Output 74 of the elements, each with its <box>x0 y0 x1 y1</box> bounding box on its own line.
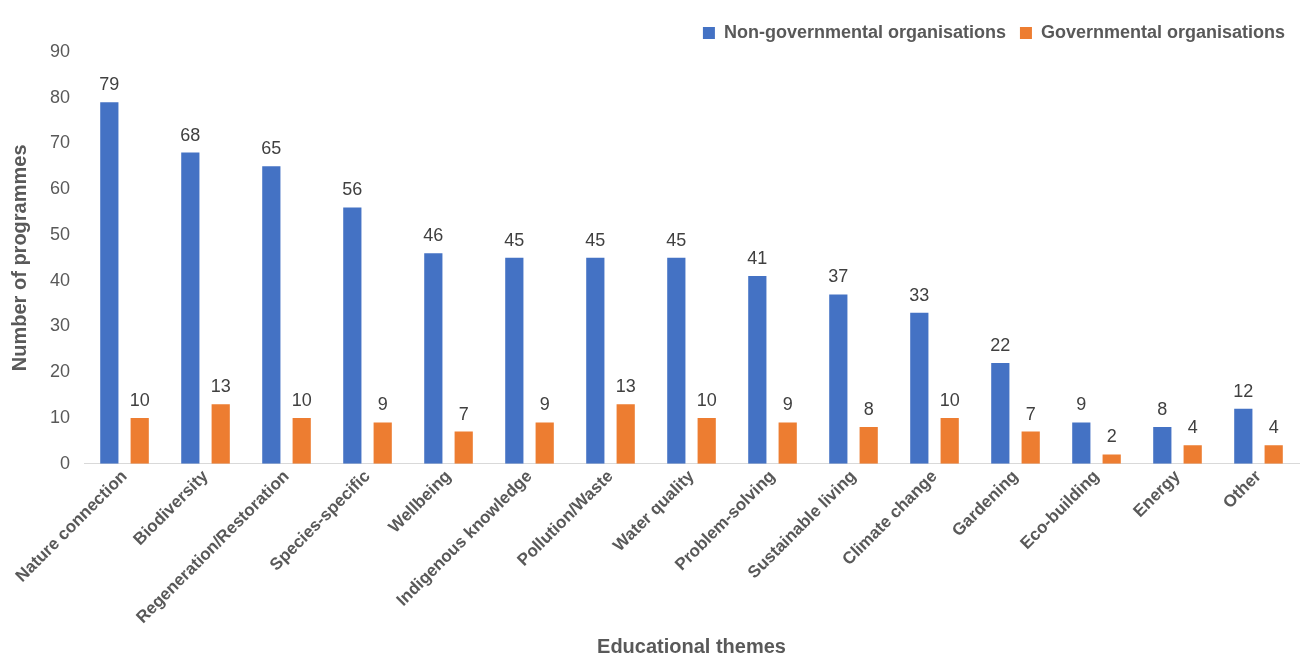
y-tick-label: 70 <box>49 132 71 153</box>
data-label: 10 <box>939 389 960 410</box>
y-tick-label: 0 <box>60 452 71 473</box>
data-label: 41 <box>747 248 768 269</box>
bar <box>667 257 686 464</box>
data-label: 45 <box>585 229 606 250</box>
bar <box>130 417 149 464</box>
data-label: 37 <box>828 266 849 287</box>
data-label: 10 <box>696 389 717 410</box>
data-label: 12 <box>1233 380 1254 401</box>
data-label: 8 <box>1157 399 1168 420</box>
data-label: 9 <box>782 394 793 415</box>
data-label: 2 <box>1106 426 1117 447</box>
bar <box>616 404 635 464</box>
bar <box>991 363 1010 464</box>
data-label: 9 <box>539 394 550 415</box>
bar <box>292 417 311 464</box>
data-label: 68 <box>180 124 201 145</box>
bar <box>697 417 716 464</box>
bar <box>778 422 797 464</box>
data-label: 9 <box>1076 394 1087 415</box>
legend-label: Governmental organisations <box>1040 21 1286 42</box>
data-label: 4 <box>1187 417 1198 438</box>
bar <box>910 312 929 464</box>
data-label: 79 <box>99 74 120 95</box>
y-tick-label: 50 <box>49 223 71 244</box>
data-label: 7 <box>1025 403 1036 424</box>
y-tick-label: 90 <box>49 40 71 61</box>
bar <box>859 427 878 464</box>
y-tick-label: 40 <box>49 269 71 290</box>
bar <box>262 166 281 464</box>
data-label: 7 <box>458 403 469 424</box>
bar <box>535 422 554 464</box>
bar <box>1264 445 1283 464</box>
bar <box>829 294 848 464</box>
bar <box>1234 408 1253 464</box>
data-label: 13 <box>210 376 231 397</box>
bar <box>211 404 230 464</box>
data-label: 65 <box>261 138 282 159</box>
bar <box>424 253 443 464</box>
data-label: 10 <box>129 389 150 410</box>
data-label: 13 <box>615 376 636 397</box>
bar <box>940 417 959 464</box>
data-label: 46 <box>423 225 444 246</box>
bar <box>748 276 767 464</box>
data-label: 56 <box>342 179 363 200</box>
bar <box>343 207 362 464</box>
y-tick-label: 30 <box>49 315 71 336</box>
bar <box>586 257 605 464</box>
y-tick-label: 60 <box>49 178 71 199</box>
data-label: 8 <box>863 399 874 420</box>
bar <box>1102 454 1121 464</box>
bar <box>1153 427 1172 464</box>
y-tick-label: 10 <box>49 406 71 427</box>
bar <box>1072 422 1091 464</box>
data-label: 33 <box>909 284 930 305</box>
data-label: 45 <box>504 229 525 250</box>
bar <box>100 102 119 464</box>
data-label: 45 <box>666 229 687 250</box>
data-label: 9 <box>377 394 388 415</box>
data-label: 4 <box>1268 417 1279 438</box>
bar <box>1183 445 1202 464</box>
bar <box>373 422 392 464</box>
data-label: 22 <box>990 334 1011 355</box>
bar <box>181 152 200 464</box>
legend-label: Non-governmental organisations <box>723 21 1006 42</box>
x-axis-title: Educational themes <box>597 634 786 657</box>
y-tick-label: 80 <box>49 86 71 107</box>
y-axis-title: Number of programmes <box>7 144 30 372</box>
y-tick-label: 20 <box>49 361 71 382</box>
bar <box>454 431 473 464</box>
data-label: 10 <box>291 389 312 410</box>
bar <box>1021 431 1040 464</box>
bar <box>505 257 524 464</box>
